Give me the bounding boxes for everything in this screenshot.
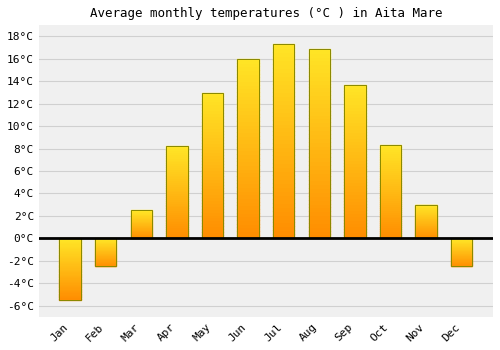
Bar bbox=[60, 238, 81, 300]
Bar bbox=[308, 49, 330, 238]
Bar bbox=[95, 238, 116, 266]
Bar bbox=[451, 238, 472, 266]
Bar bbox=[308, 49, 330, 238]
Bar bbox=[416, 205, 437, 238]
Bar bbox=[273, 44, 294, 238]
Bar bbox=[166, 146, 188, 238]
Bar bbox=[238, 59, 259, 238]
Bar bbox=[344, 85, 366, 238]
Bar bbox=[95, 238, 116, 266]
Bar bbox=[380, 145, 401, 238]
Bar bbox=[238, 59, 259, 238]
Bar bbox=[202, 92, 223, 238]
Bar bbox=[380, 145, 401, 238]
Bar bbox=[130, 210, 152, 238]
Bar bbox=[166, 146, 188, 238]
Bar bbox=[130, 210, 152, 238]
Bar bbox=[273, 44, 294, 238]
Bar bbox=[344, 85, 366, 238]
Bar bbox=[202, 92, 223, 238]
Bar bbox=[451, 238, 472, 266]
Title: Average monthly temperatures (°C ) in Aita Mare: Average monthly temperatures (°C ) in Ai… bbox=[90, 7, 442, 20]
Bar bbox=[416, 205, 437, 238]
Bar bbox=[60, 238, 81, 300]
